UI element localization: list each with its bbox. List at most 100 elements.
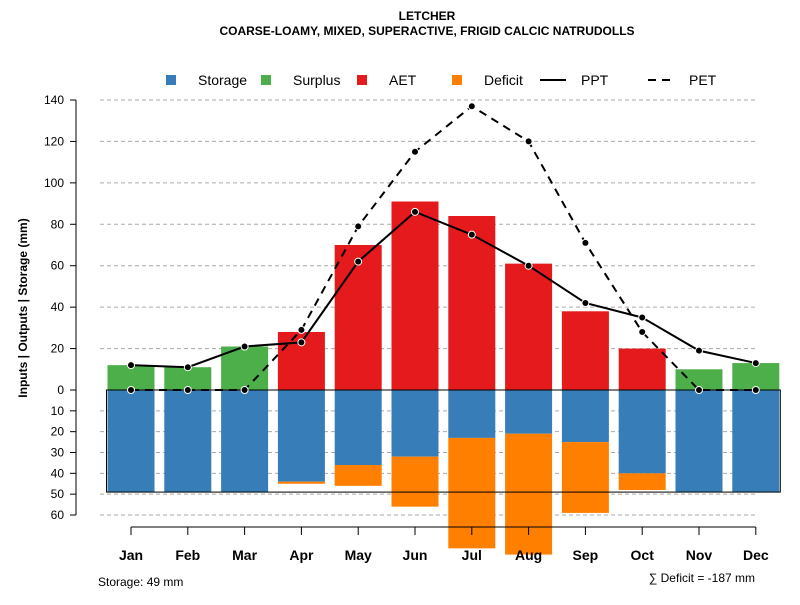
x-tick-label: May	[345, 547, 372, 563]
pet-line	[131, 104, 756, 391]
surplus-bar	[675, 369, 723, 390]
pet-point	[467, 102, 476, 111]
y-tick-label: 80	[51, 217, 65, 231]
storage-bar	[221, 390, 269, 493]
aet-bar	[448, 216, 496, 390]
x-tick-label: Sep	[573, 547, 599, 563]
ppt-point	[638, 313, 647, 322]
x-tick-label: Dec	[743, 547, 769, 563]
x-tick-label: Jun	[403, 547, 428, 563]
ppt-line	[130, 210, 757, 369]
pet-point	[354, 222, 363, 231]
ppt-point	[411, 207, 419, 216]
ppt-point	[240, 342, 249, 351]
surplus-bar	[221, 346, 269, 390]
legend-swatch	[452, 75, 462, 85]
chart-subtitle: COARSE-LOAMY, MIXED, SUPERACTIVE, FRIGID…	[219, 24, 634, 38]
storage-bar	[732, 390, 780, 493]
x-tick-label: Jul	[462, 547, 482, 563]
y-tick-label: 10	[51, 404, 65, 418]
legend-label: Deficit	[484, 72, 523, 88]
x-tick-label: Feb	[175, 547, 200, 563]
storage-note: Storage: 49 mm	[98, 575, 183, 589]
pet-point	[524, 137, 533, 146]
x-tick-label: Apr	[289, 547, 314, 563]
storage-bar	[561, 390, 609, 443]
legend-label: PPT	[581, 72, 609, 88]
ppt-point	[751, 359, 760, 368]
legend-swatch	[166, 75, 176, 85]
pet-point	[638, 328, 647, 336]
legend-swatch	[357, 75, 367, 85]
y-axis-label: Inputs | Outputs | Storage (mm)	[16, 218, 30, 397]
y-tick-label: 40	[51, 466, 65, 480]
y-tick-label: 30	[51, 446, 65, 460]
ppt-point	[297, 338, 306, 347]
deficit-bar	[334, 465, 382, 486]
legend: Storage Surplus AET Deficit PPT PET	[166, 72, 717, 88]
legend-swatch	[261, 75, 271, 85]
y-tick-label: 120	[44, 134, 64, 148]
storage-bar	[334, 390, 382, 465]
deficit-note: ∑ Deficit = -187 mm	[649, 571, 755, 585]
storage-bar	[675, 390, 723, 493]
storage-capacity-box	[106, 389, 781, 493]
ppt-point	[524, 261, 533, 270]
x-tick-label: Jan	[119, 547, 143, 563]
ppt-point	[581, 299, 590, 307]
y-tick-label: 50	[51, 487, 65, 501]
aet-bar	[505, 263, 553, 390]
pet-point	[183, 386, 192, 394]
bars	[107, 201, 780, 555]
storage-bar	[448, 390, 496, 438]
ppt-point	[183, 363, 192, 372]
storage-bar	[164, 390, 212, 493]
deficit-bar	[277, 481, 325, 484]
pet-point	[411, 147, 419, 156]
deficit-bar	[561, 442, 609, 513]
ppt-point	[467, 230, 476, 239]
y-tick-label: 20	[51, 342, 65, 356]
ppt-point	[354, 257, 363, 266]
pet-point	[751, 386, 760, 394]
y-tick-label: 140	[44, 93, 64, 107]
aet-bar	[391, 201, 439, 390]
ppt-point	[127, 361, 135, 370]
storage-bar	[618, 390, 666, 474]
x-tick-label: Mar	[232, 547, 257, 563]
deficit-bar	[391, 456, 439, 507]
aet-bar	[334, 245, 382, 390]
pet-point	[240, 386, 249, 394]
storage-bar	[505, 390, 553, 434]
legend-label: Storage	[198, 72, 247, 88]
y-tick-label: 60	[51, 508, 65, 522]
y-tick-label: 60	[51, 259, 65, 273]
storage-bar	[277, 390, 325, 482]
surplus-bar	[732, 363, 780, 390]
storage-bar	[391, 390, 439, 457]
x-tick-label: Aug	[515, 547, 542, 563]
pet-point	[127, 386, 135, 394]
pet-point	[297, 325, 306, 334]
ppt-point	[695, 346, 703, 355]
deficit-bar	[505, 433, 553, 555]
y-tick-label: 40	[51, 300, 65, 314]
aet-bar	[561, 311, 609, 390]
pet-point	[581, 238, 590, 247]
storage-bar	[107, 390, 155, 493]
x-tick-label: Oct	[631, 547, 655, 563]
legend-label: AET	[389, 72, 417, 88]
aet-bar	[618, 348, 666, 390]
pet-point	[695, 386, 703, 394]
axes: 0 20 40 60 80 100 120 140 10 20 30 40 50 60 Jan Feb Mar A…	[44, 93, 781, 563]
chart-title: LETCHER	[399, 9, 456, 23]
y-tick-label: 100	[44, 176, 64, 190]
surplus-bar	[107, 365, 155, 390]
lines	[127, 102, 760, 394]
y-tick-label: 20	[51, 425, 65, 439]
legend-label: PET	[689, 72, 717, 88]
x-tick-label: Nov	[686, 547, 713, 563]
surplus-bar	[164, 367, 212, 390]
